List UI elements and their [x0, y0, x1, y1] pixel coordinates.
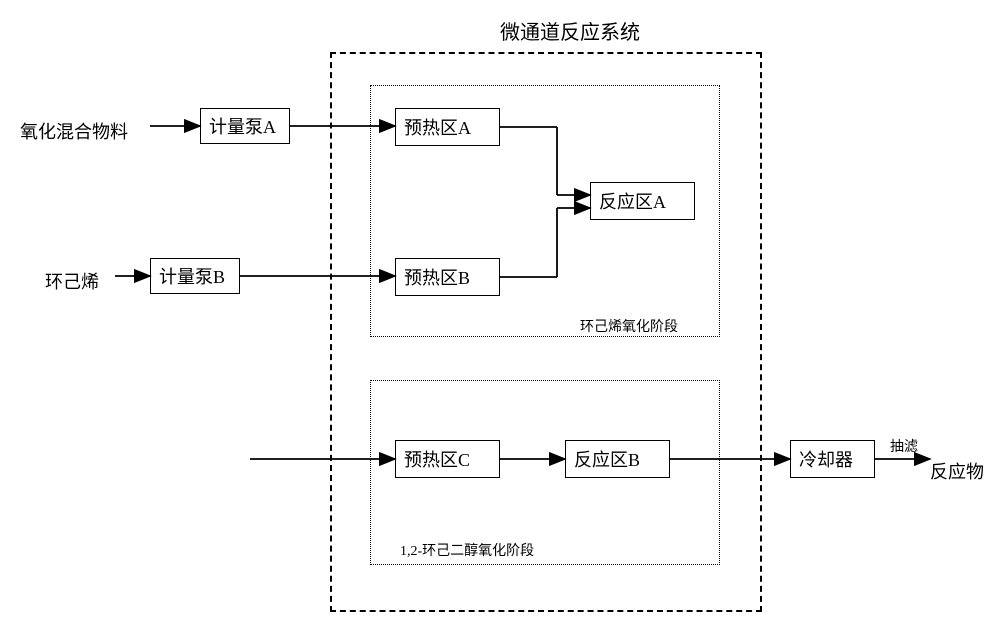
- system-title: 微通道反应系统: [500, 16, 640, 45]
- react-a-label: 反应区A: [599, 188, 666, 214]
- stage1-title: 环己烯氧化阶段: [580, 316, 678, 336]
- preheat-a-label: 预热区A: [404, 114, 471, 140]
- stage2-title: 1,2-环己二醇氧化阶段: [400, 540, 534, 560]
- pump-b-label: 计量泵B: [159, 263, 225, 289]
- pump-b-box: 计量泵B: [150, 258, 240, 294]
- preheat-b-box: 预热区B: [395, 258, 500, 296]
- cooler-box: 冷却器: [790, 440, 875, 478]
- preheat-b-label: 预热区B: [404, 264, 470, 290]
- preheat-c-box: 预热区C: [395, 440, 500, 478]
- pump-a-box: 计量泵A: [200, 108, 290, 144]
- output-product-label: 反应物: [930, 458, 984, 484]
- input-cyclohexene-label: 环己烯: [45, 268, 99, 294]
- preheat-c-label: 预热区C: [404, 446, 470, 472]
- react-b-label: 反应区B: [574, 446, 640, 472]
- react-b-box: 反应区B: [565, 440, 670, 478]
- pump-a-label: 计量泵A: [209, 113, 276, 139]
- filter-step-label: 抽滤: [890, 436, 918, 456]
- cooler-label: 冷却器: [799, 446, 853, 472]
- preheat-a-box: 预热区A: [395, 108, 500, 146]
- react-a-box: 反应区A: [590, 182, 695, 220]
- input-oxidation-mix-label: 氧化混合物料: [20, 118, 128, 144]
